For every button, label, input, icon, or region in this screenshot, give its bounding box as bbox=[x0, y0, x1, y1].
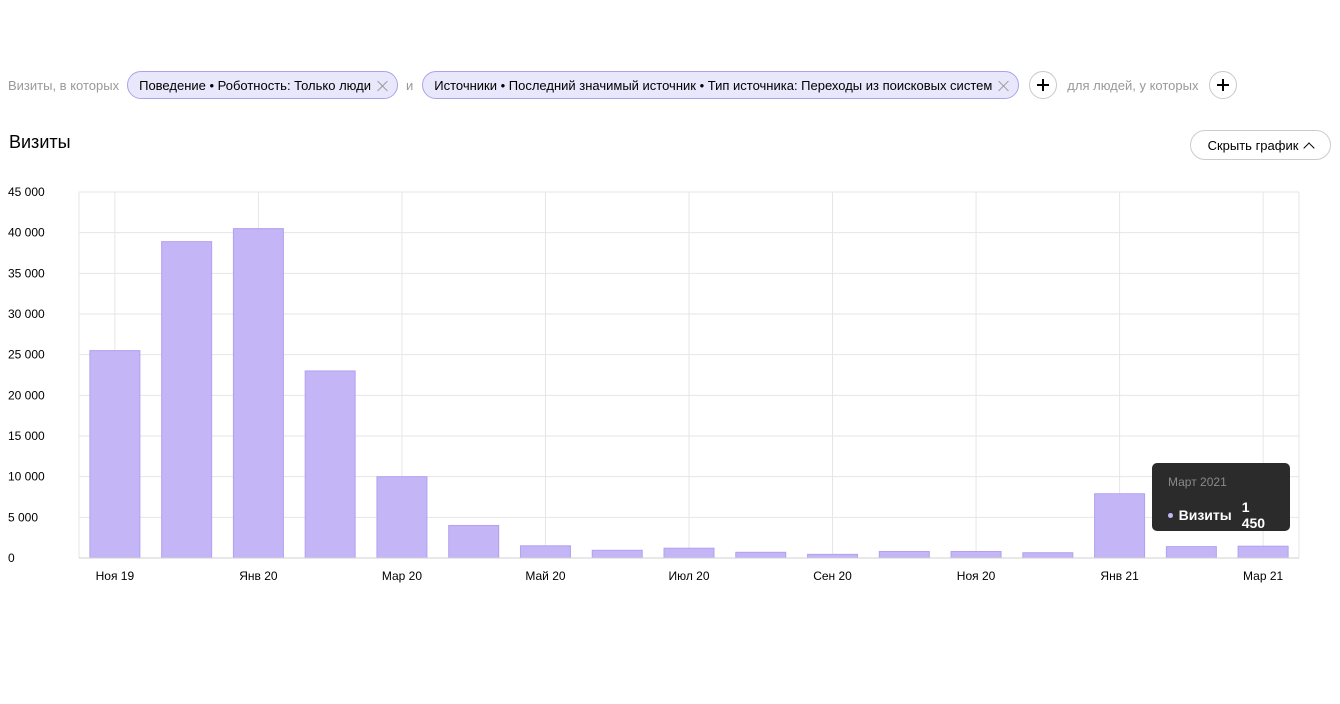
bar-11[interactable] bbox=[807, 553, 859, 559]
y-tick-label: 20 000 bbox=[8, 388, 45, 402]
visits-bar-chart: 0 5 000 10 000 15 000 20 000 25 000 30 000 35 0… bbox=[8, 185, 1300, 583]
y-tick-label: 15 000 bbox=[8, 429, 45, 443]
hide-chart-label: Скрыть график bbox=[1207, 137, 1299, 153]
bar-6[interactable] bbox=[448, 524, 500, 559]
x-tick-label: Сен 20 bbox=[813, 569, 852, 583]
bar-5[interactable] bbox=[376, 476, 428, 559]
x-tick-label: Мар 21 bbox=[1243, 569, 1283, 583]
tooltip-title: Март 2021 bbox=[1168, 475, 1227, 489]
people-filter-label: для людей, у которых bbox=[1067, 77, 1199, 93]
x-tick-label: Мар 20 bbox=[382, 569, 422, 583]
y-tick-label: 5 000 bbox=[8, 510, 38, 524]
tooltip-series: Визиты bbox=[1178, 507, 1232, 523]
plus-icon bbox=[1217, 79, 1230, 91]
x-tick-label: Ноя 19 bbox=[96, 569, 135, 583]
tooltip-value: 1 450 bbox=[1241, 499, 1266, 531]
bar-15[interactable] bbox=[1094, 493, 1146, 559]
x-tick-label: Июл 20 bbox=[668, 569, 709, 583]
y-tick-label: 35 000 bbox=[8, 266, 45, 280]
bar-17[interactable] bbox=[1237, 545, 1289, 559]
filter-connector: и bbox=[405, 77, 414, 93]
bar-8[interactable] bbox=[591, 549, 643, 559]
x-tick-label: Янв 21 bbox=[1100, 569, 1139, 583]
tooltip-row: Визиты 1 450 bbox=[1168, 499, 1274, 531]
bar-1[interactable] bbox=[89, 350, 141, 559]
filter-prefix: Визиты, в которых bbox=[8, 77, 120, 93]
add-people-filter-button[interactable] bbox=[1209, 71, 1238, 99]
bar-4[interactable] bbox=[304, 370, 356, 559]
filter-chip-label: Источники • Последний значимый источник … bbox=[434, 77, 993, 93]
chart-tooltip: Март 2021 Визиты 1 450 bbox=[1152, 463, 1290, 531]
x-tick-label: Май 20 bbox=[525, 569, 566, 583]
bar-16[interactable] bbox=[1165, 546, 1217, 559]
y-tick-label: 40 000 bbox=[8, 226, 45, 240]
filter-bar: Визиты, в которых Поведение • Роботность… bbox=[8, 70, 1238, 100]
bar-10[interactable] bbox=[735, 551, 787, 559]
filter-chip-robotness[interactable]: Поведение • Роботность: Только люди bbox=[127, 71, 398, 99]
y-tick-label: 0 bbox=[8, 551, 15, 565]
filter-chip-source[interactable]: Источники • Последний значимый источник … bbox=[422, 71, 1020, 99]
bar-9[interactable] bbox=[663, 547, 715, 559]
series-dot-icon bbox=[1168, 512, 1173, 518]
page-title: Визиты bbox=[9, 132, 71, 152]
bar-14[interactable] bbox=[1022, 552, 1074, 559]
bar-2[interactable] bbox=[161, 241, 213, 559]
plus-icon bbox=[1037, 79, 1050, 91]
y-tick-label: 25 000 bbox=[8, 348, 45, 362]
x-tick-label: Янв 20 bbox=[239, 569, 278, 583]
y-tick-label: 30 000 bbox=[8, 307, 45, 321]
filter-chip-label: Поведение • Роботность: Только люди bbox=[139, 77, 371, 93]
x-tick-label: Ноя 20 bbox=[957, 569, 996, 583]
hide-chart-button[interactable]: Скрыть график bbox=[1190, 130, 1331, 160]
bar-7[interactable] bbox=[519, 545, 571, 559]
bar-12[interactable] bbox=[878, 550, 930, 559]
bar-3[interactable] bbox=[232, 228, 284, 559]
add-visit-filter-button[interactable] bbox=[1029, 71, 1058, 99]
bar-13[interactable] bbox=[950, 550, 1002, 559]
y-tick-label: 10 000 bbox=[8, 470, 45, 484]
y-tick-label: 45 000 bbox=[8, 185, 45, 199]
